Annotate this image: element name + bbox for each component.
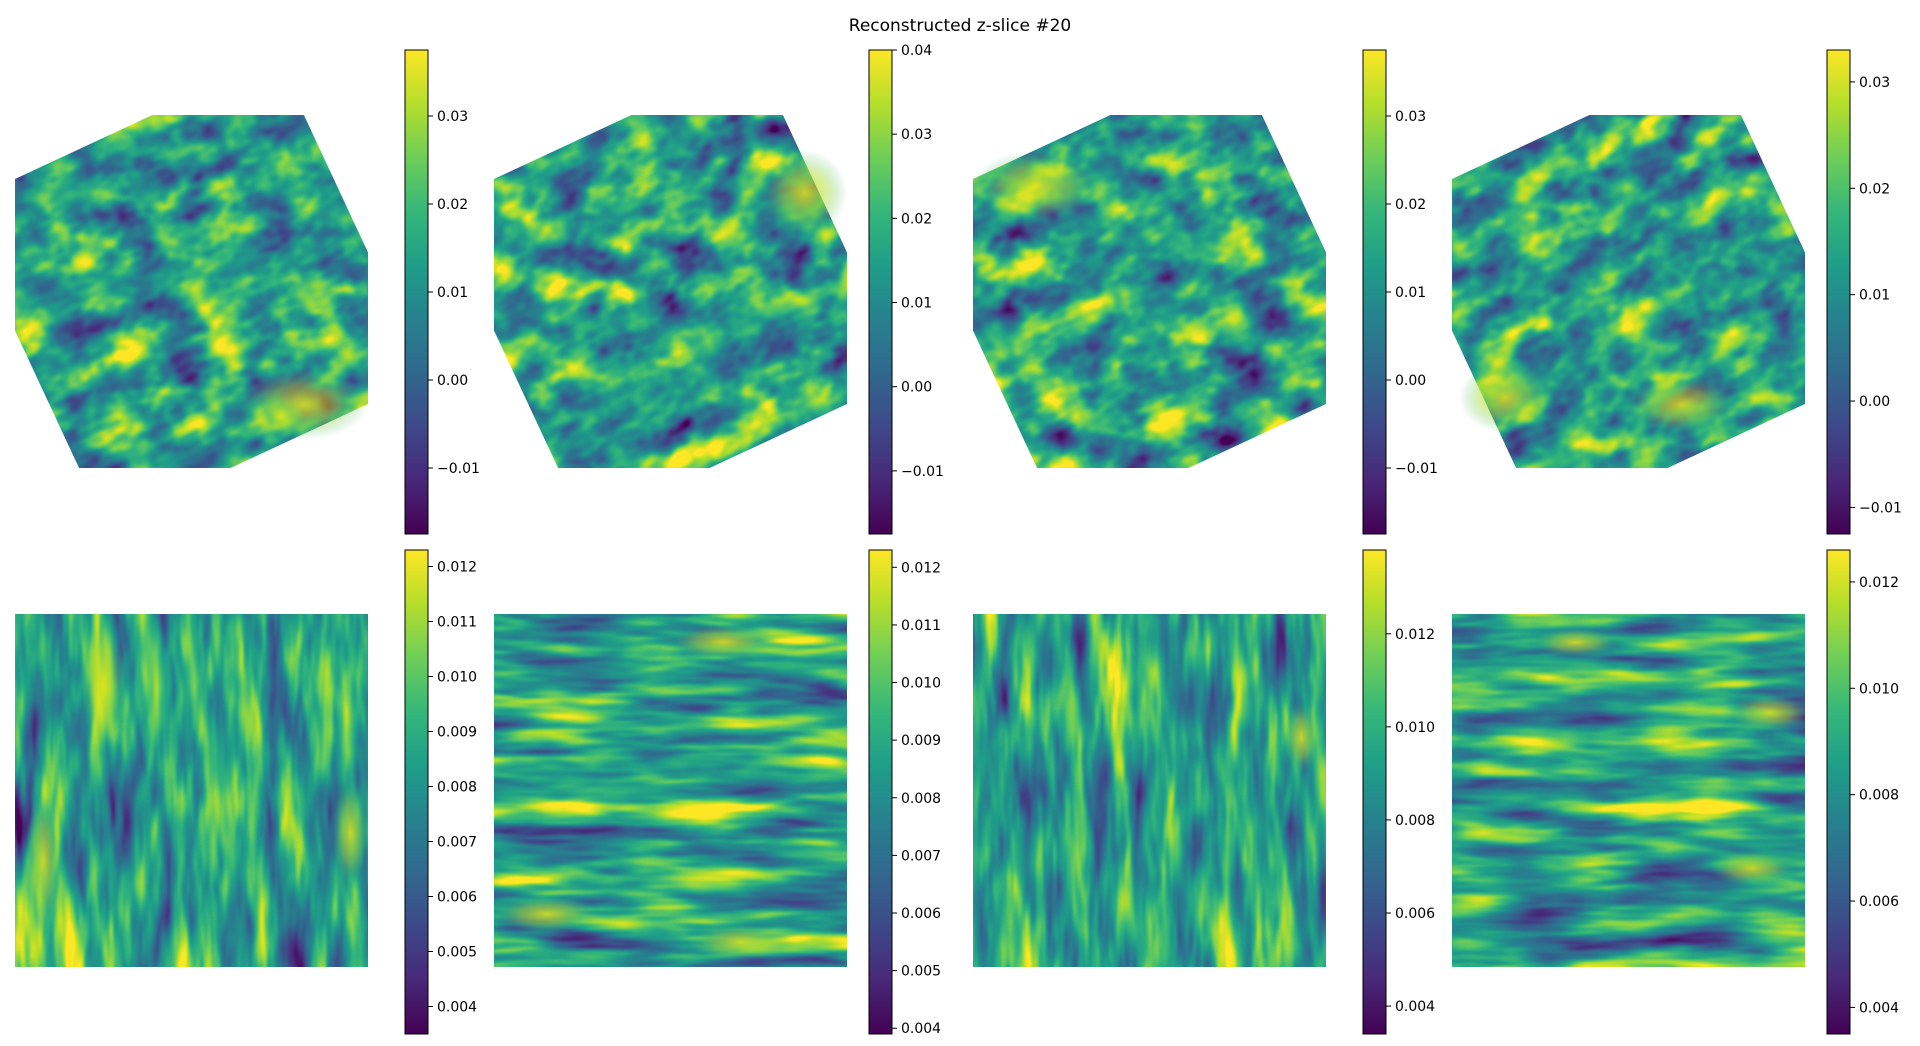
colorbar-tick-label: 0.008 <box>1395 813 1435 829</box>
colorbar-tick-label: 0.03 <box>1859 75 1890 91</box>
colorbar-tick-label: 0.00 <box>901 380 932 396</box>
colorbar-tick-label: 0.008 <box>437 780 477 796</box>
colorbar-tick-label: 0.006 <box>901 906 941 922</box>
bright-region <box>973 150 1101 221</box>
bright-region <box>332 779 368 886</box>
heatmap-image <box>973 614 1326 967</box>
colorbar-tick-label: 0.02 <box>1859 181 1890 197</box>
colorbar-tick-label: 0.012 <box>437 560 477 576</box>
colorbar-gradient <box>1362 549 1387 1035</box>
colorbar-3: −0.01 0.00 0.01 0.02 0.03 <box>1362 49 1438 535</box>
colorbar-tick-label: 0.00 <box>437 373 468 389</box>
heatmap-image <box>973 115 1326 468</box>
colorbar-tick-label: 0.007 <box>437 835 477 851</box>
colorbar-tick-label: 0.00 <box>1395 373 1426 389</box>
colorbar-tick-label: 0.004 <box>901 1021 941 1037</box>
colorbar-7: 0.004 0.006 0.008 0.010 0.012 <box>1362 549 1435 1035</box>
colorbar-6: 0.004 0.005 0.006 0.007 0.008 0.009 0.010 0.011… <box>868 549 941 1037</box>
heatmap-panel-7 <box>973 614 1326 967</box>
colorbar-tick-label: 0.006 <box>437 890 477 906</box>
heatmap-panel-1 <box>15 115 368 468</box>
colorbar-tick-label: 0.012 <box>1395 627 1435 643</box>
colorbar-tick-label: 0.02 <box>437 197 468 213</box>
colorbar-tick-label: 0.004 <box>1859 1000 1899 1016</box>
colorbar-tick-label: 0.006 <box>1395 906 1435 922</box>
colorbar-tick-label: −0.01 <box>437 461 480 477</box>
colorbar-tick-label: 0.01 <box>437 285 468 301</box>
colorbar-tick-label: −0.01 <box>1859 500 1902 516</box>
bright-region <box>1283 702 1319 773</box>
bright-region <box>1628 376 1735 433</box>
bright-region <box>762 150 847 236</box>
heatmap-image <box>494 115 847 468</box>
colorbar-tick-label: 0.011 <box>437 615 477 631</box>
colorbar-tick-label: −0.01 <box>901 464 944 480</box>
colorbar-tick-label: 0.010 <box>1395 720 1435 736</box>
colorbar-tick-label: 0.03 <box>1395 109 1426 125</box>
heatmap-panel-4 <box>1452 115 1805 468</box>
heatmap-image <box>15 115 368 468</box>
colorbar-tick-label: 0.009 <box>437 725 477 741</box>
colorbar-tick-label: 0.03 <box>901 127 932 143</box>
bright-region <box>25 790 61 932</box>
bright-region <box>670 624 777 660</box>
colorbar-tick-label: 0.00 <box>1859 394 1890 410</box>
colorbar-gradient <box>1362 49 1387 535</box>
bright-region <box>1727 695 1805 731</box>
colorbar-tick-label: 0.02 <box>901 211 932 227</box>
heatmap-image <box>494 614 847 967</box>
colorbar-tick-label: 0.01 <box>901 296 932 312</box>
bright-region <box>688 924 795 960</box>
colorbar-tick-label: 0.008 <box>901 791 941 807</box>
colorbar-tick-label: 0.007 <box>901 848 941 864</box>
bright-region <box>494 896 600 932</box>
colorbar-tick-label: 0.011 <box>901 618 941 634</box>
colorbar-gradient <box>404 549 429 1035</box>
colorbar-tick-label: 0.005 <box>901 964 941 980</box>
colorbar-tick-label: 0.010 <box>1859 681 1899 697</box>
heatmap-panel-8 <box>1452 614 1805 967</box>
colorbar-tick-label: 0.012 <box>901 560 941 576</box>
figure-title: Reconstructed z-slice #20 <box>848 16 1072 36</box>
heatmap-image <box>1452 115 1805 468</box>
colorbar-tick-label: 0.004 <box>1395 999 1435 1015</box>
colorbar-1: −0.01 0.00 0.01 0.02 0.03 <box>404 49 480 535</box>
colorbar-2: −0.01 0.00 0.01 0.02 0.03 0.04 <box>868 43 944 535</box>
colorbar-gradient <box>1826 49 1851 535</box>
heatmap-panel-3 <box>973 115 1326 468</box>
colorbar-tick-label: 0.009 <box>901 733 941 749</box>
colorbar-tick-label: 0.02 <box>1395 197 1426 213</box>
colorbar-8: 0.004 0.006 0.008 0.010 0.012 <box>1826 549 1899 1035</box>
bright-region <box>1459 362 1551 433</box>
colorbar-tick-label: 0.01 <box>1859 288 1890 304</box>
colorbar-5: 0.004 0.005 0.006 0.007 0.008 0.009 0.010 0.011… <box>404 549 477 1035</box>
colorbar-tick-label: 0.005 <box>437 945 477 961</box>
heatmap-panel-5 <box>15 614 368 967</box>
heatmap-image <box>1452 614 1805 967</box>
colorbar-tick-label: 0.012 <box>1859 575 1899 591</box>
colorbar-tick-label: 0.010 <box>437 670 477 686</box>
colorbar-tick-label: 0.04 <box>901 43 932 59</box>
bright-region <box>1533 628 1618 657</box>
heatmap-panel-6 <box>494 614 847 967</box>
colorbar-gradient <box>1826 549 1851 1035</box>
colorbar-gradient <box>868 49 893 535</box>
heatmap-panel-2 <box>494 115 847 468</box>
bright-region <box>240 369 368 440</box>
colorbar-gradient <box>404 49 429 535</box>
colorbar-gradient <box>868 549 893 1035</box>
bright-region <box>1709 850 1795 886</box>
bright-region <box>82 621 125 749</box>
colorbar-tick-label: 0.006 <box>1859 894 1899 910</box>
colorbar-tick-label: 0.01 <box>1395 285 1426 301</box>
heatmap-image <box>15 614 368 967</box>
colorbar-tick-label: 0.008 <box>1859 788 1899 804</box>
colorbar-4: −0.01 0.00 0.01 0.02 0.03 <box>1826 49 1902 535</box>
colorbar-tick-label: 0.004 <box>437 1000 477 1016</box>
colorbar-tick-label: 0.010 <box>901 676 941 692</box>
colorbar-tick-label: −0.01 <box>1395 461 1438 477</box>
colorbar-tick-label: 0.03 <box>437 109 468 125</box>
